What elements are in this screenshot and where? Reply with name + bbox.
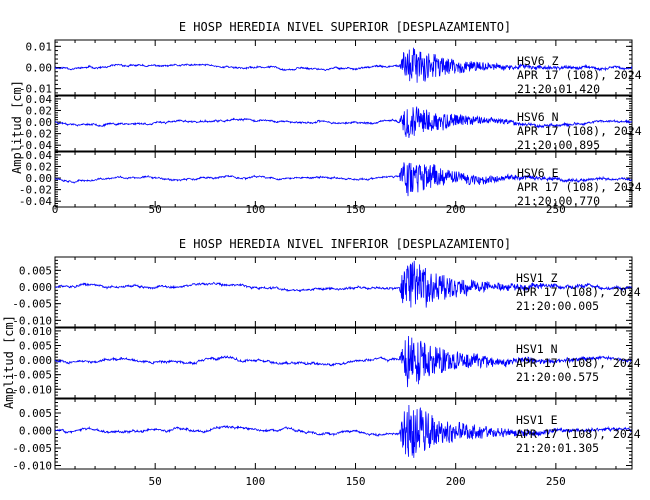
y-tick-label: 0.01 bbox=[26, 40, 53, 53]
y-tick-label: -0.04 bbox=[19, 195, 52, 208]
y-tick-label: 0.02 bbox=[26, 160, 53, 173]
station-channel-label: HSV1 N bbox=[516, 342, 558, 356]
panel-frame bbox=[54, 151, 633, 208]
waveform-hsv6-z bbox=[54, 47, 633, 83]
record-date: APR 17 (108), 2024 bbox=[516, 427, 641, 441]
y-tick-label: -0.010 bbox=[12, 383, 52, 396]
y-tick-label: 0.005 bbox=[19, 264, 52, 277]
x-tick-label: 250 bbox=[546, 203, 566, 216]
panel-frame bbox=[54, 256, 633, 328]
station-channel-label: HSV6 Z bbox=[517, 54, 559, 68]
record-date: APR 17 (108), 2024 bbox=[516, 285, 641, 299]
y-tick-label: -0.010 bbox=[12, 460, 52, 473]
x-tick-label: 200 bbox=[446, 475, 466, 488]
x-tick-label: 50 bbox=[149, 203, 162, 216]
waveform-hsv1-z bbox=[54, 260, 633, 308]
y-tick-label: 0.010 bbox=[19, 325, 52, 338]
lower-level-group: E HOSP HEREDIA NIVEL INFERIOR [DESPLAZAM… bbox=[2, 237, 641, 488]
y-tick-label: -0.01 bbox=[19, 83, 52, 96]
record-date: APR 17 (108), 2024 bbox=[517, 124, 642, 138]
y-tick-label: -0.005 bbox=[12, 298, 52, 311]
y-tick-label: 0.00 bbox=[26, 172, 53, 185]
record-time: 21:20:00.770 bbox=[517, 194, 600, 208]
x-tick-label: 200 bbox=[446, 203, 466, 216]
record-time: 21:20:00.895 bbox=[517, 138, 600, 152]
station-channel-label: HSV1 E bbox=[516, 413, 558, 427]
y-tick-label: -0.010 bbox=[12, 314, 52, 327]
y-tick-label: 0.04 bbox=[26, 93, 53, 106]
y-tick-label: 0.000 bbox=[19, 354, 52, 367]
x-tick-label: 150 bbox=[346, 203, 366, 216]
x-tick-label: 250 bbox=[546, 475, 566, 488]
upper-level-group: E HOSP HEREDIA NIVEL SUPERIOR [DESPLAZAM… bbox=[10, 20, 642, 216]
y-tick-label: 0.00 bbox=[26, 62, 53, 75]
y-tick-label: 0.04 bbox=[26, 149, 53, 162]
lower-level-title: E HOSP HEREDIA NIVEL INFERIOR [DESPLAZAM… bbox=[179, 237, 511, 251]
station-channel-label: HSV6 E bbox=[517, 166, 559, 180]
upper-level-title: E HOSP HEREDIA NIVEL SUPERIOR [DESPLAZAM… bbox=[179, 20, 511, 34]
y-tick-label: -0.04 bbox=[19, 139, 52, 152]
x-tick-label: 100 bbox=[245, 475, 265, 488]
y-tick-label: 0.00 bbox=[26, 116, 53, 129]
upper-level-ylabel: Amplitud [cm] bbox=[10, 80, 24, 174]
waveform-hsv1-e bbox=[54, 404, 633, 458]
y-tick-label: 0.02 bbox=[26, 104, 53, 117]
lower-level-ylabel: Amplitud [cm] bbox=[2, 315, 16, 409]
y-tick-label: 0.000 bbox=[19, 425, 52, 438]
record-time: 21:20:01.305 bbox=[516, 441, 599, 455]
station-channel-label: HSV1 Z bbox=[516, 271, 558, 285]
waveform-hsv6-e bbox=[54, 162, 633, 197]
y-tick-label: -0.005 bbox=[12, 442, 52, 455]
y-tick-label: 0.005 bbox=[19, 340, 52, 353]
y-tick-label: -0.02 bbox=[19, 184, 52, 197]
waveform-hsv1-n bbox=[54, 335, 633, 388]
record-time: 21:20:01.420 bbox=[517, 82, 600, 96]
y-tick-label: -0.02 bbox=[19, 128, 52, 141]
record-date: APR 17 (108), 2024 bbox=[517, 180, 642, 194]
record-date: APR 17 (108), 2024 bbox=[516, 356, 641, 370]
y-tick-label: 0.005 bbox=[19, 407, 52, 420]
x-tick-label: 0 bbox=[52, 203, 59, 216]
record-time: 21:20:00.005 bbox=[516, 299, 599, 313]
y-tick-label: -0.005 bbox=[12, 369, 52, 382]
panel-frame bbox=[54, 95, 633, 152]
x-tick-label: 150 bbox=[346, 475, 366, 488]
record-time: 21:20:00.575 bbox=[516, 370, 599, 384]
waveform-hsv6-n bbox=[54, 106, 633, 138]
record-date: APR 17 (108), 2024 bbox=[517, 68, 642, 82]
x-tick-label: 50 bbox=[149, 475, 162, 488]
x-tick-label: 100 bbox=[245, 203, 265, 216]
y-tick-label: 0.000 bbox=[19, 281, 52, 294]
station-channel-label: HSV6 N bbox=[517, 110, 559, 124]
